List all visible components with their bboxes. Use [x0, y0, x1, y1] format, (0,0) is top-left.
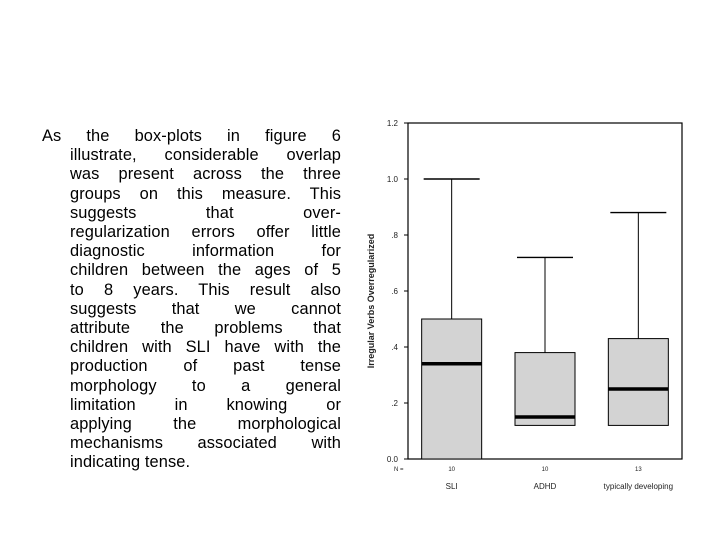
- paragraph-line: As the box-plots in figure 6: [42, 127, 341, 145]
- paragraph-line: groups on this measure. This: [70, 184, 341, 203]
- paragraph-line: attribute the problems that: [70, 319, 341, 338]
- paragraph-line: regularization errors offer little: [70, 223, 341, 242]
- y-tick-label: .2: [391, 399, 398, 408]
- paragraph-line: diagnostic information for: [70, 242, 341, 261]
- y-tick-label: 1.0: [387, 175, 399, 184]
- paragraph-line: children between the ages of 5: [70, 261, 341, 280]
- y-tick-label: 1.2: [387, 119, 399, 128]
- box: [421, 318, 483, 460]
- paragraph-line: children with SLI have with the: [70, 338, 341, 357]
- x-tick-label: ADHD: [534, 482, 557, 491]
- group-n: 10: [542, 467, 549, 473]
- paragraph-line: suggests that over-: [70, 203, 341, 222]
- box: [607, 338, 669, 426]
- paragraph-line: illustrate, considerable overlap: [70, 146, 341, 165]
- paragraph-line: mechanisms associated with: [70, 434, 341, 453]
- y-axis-label: Irregular Verbs Overregularized: [366, 234, 376, 369]
- n-label: N =: [394, 467, 404, 473]
- paragraph-line: indicating tense.: [70, 453, 191, 472]
- group-n: 13: [635, 467, 642, 473]
- paragraph-line: to 8 years. This result also: [70, 280, 341, 299]
- x-tick-label: typically developing: [604, 482, 673, 491]
- x-tick-label: SLI: [446, 482, 458, 491]
- paragraph-line: applying the morphological: [70, 415, 341, 434]
- body-paragraph: As the box-plots in figure 6 illustrate,…: [42, 127, 341, 473]
- paragraph-line: morphology to a general: [70, 376, 341, 395]
- paragraph-line: limitation in knowing or: [70, 395, 341, 414]
- y-tick-label: 0.0: [387, 455, 399, 464]
- y-tick-label: .6: [391, 287, 398, 296]
- box: [514, 352, 576, 426]
- y-tick-label: .8: [391, 231, 398, 240]
- box-plot-chart: 0.0 .2 .4 .6 .8 1.0 1.2 Irregular Verbs Overreg…: [366, 119, 683, 491]
- paragraph-line: production of past tense: [70, 357, 341, 376]
- group-n: 10: [448, 467, 455, 473]
- paragraph-line: was present across the three: [70, 165, 341, 184]
- paragraph-line: suggests that we cannot: [70, 299, 341, 318]
- y-tick-label: .4: [391, 343, 398, 352]
